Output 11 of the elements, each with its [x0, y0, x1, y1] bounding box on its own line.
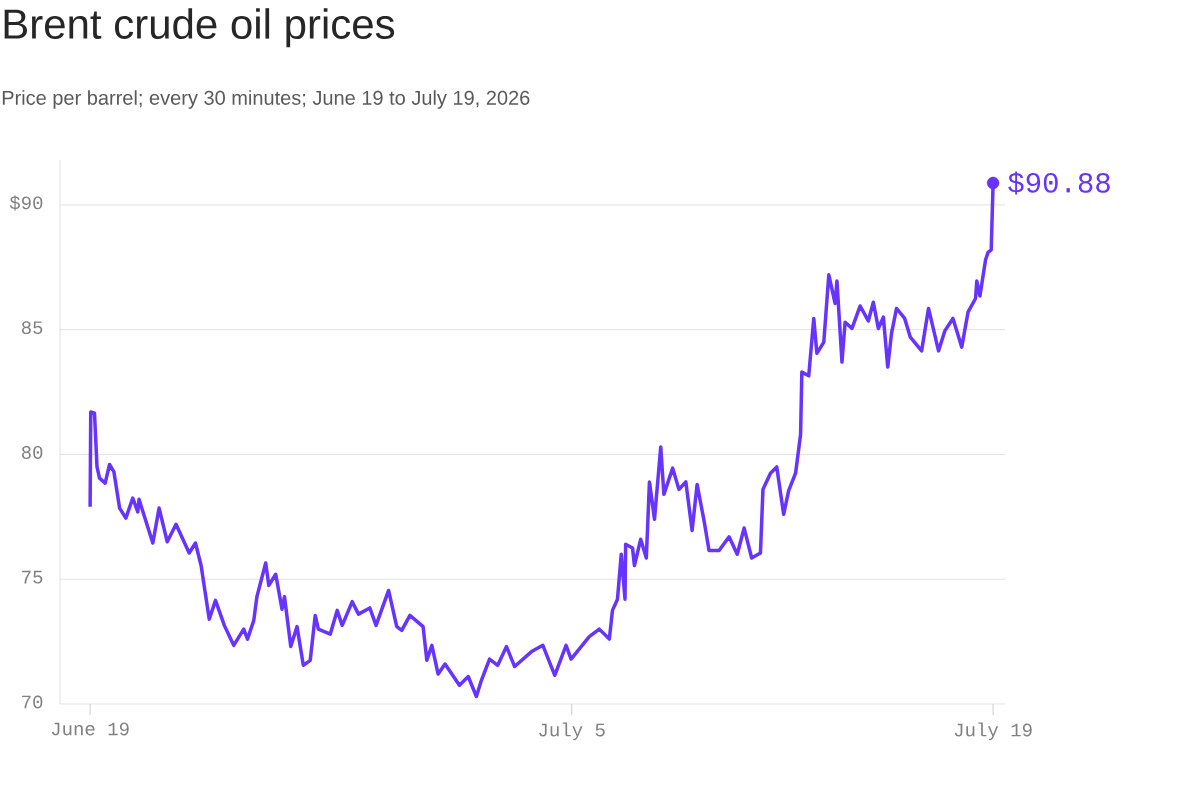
- y-tick-label: $90: [9, 195, 43, 211]
- annotation: $90.88: [1008, 171, 1110, 195]
- chart-title: Brent crude oil prices: [4, 8, 395, 48]
- chart-subtitle: Price per barrel; every 30 minutes; June 19 to July 19, 2026: [2, 90, 530, 109]
- x-tick-label: June 19: [51, 722, 129, 736]
- x-tick-label: July 19: [954, 722, 1032, 741]
- y-tick-label: 80: [21, 446, 43, 459]
- y-tick-label: 70: [22, 695, 43, 709]
- x-tick-label: July 5: [539, 722, 605, 741]
- y-tick-label: 75: [22, 570, 43, 584]
- y-tick-label: 85: [21, 321, 43, 335]
